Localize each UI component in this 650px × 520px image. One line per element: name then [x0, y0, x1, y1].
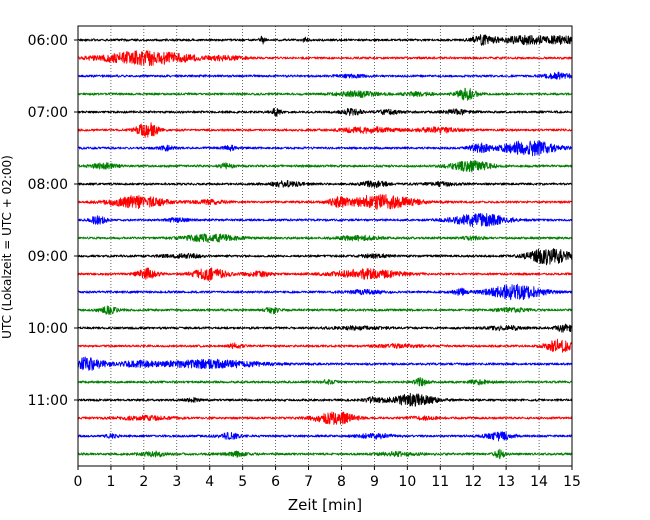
trace-0745	[77, 160, 573, 173]
trace-1000	[77, 323, 573, 333]
x-tick-label-11: 11	[431, 474, 449, 490]
y-tick-label-10:00: 10:00	[28, 321, 68, 337]
plot-frame	[77, 25, 573, 467]
trace-0830	[77, 213, 573, 227]
x-tick-label-0: 0	[74, 474, 83, 490]
x-tick-label-15: 15	[563, 474, 581, 490]
x-tick-label-7: 7	[304, 474, 313, 490]
y-tick-label-09:00: 09:00	[28, 249, 68, 265]
trace-1045	[77, 376, 573, 387]
trace-0715	[77, 122, 573, 138]
y-tick-label-07:00: 07:00	[28, 105, 68, 121]
trace-1030	[77, 356, 573, 371]
x-tick-label-14: 14	[530, 474, 548, 490]
trace-0800	[77, 179, 573, 189]
trace-0915	[77, 267, 573, 281]
x-tick-label-12: 12	[464, 474, 482, 490]
trace-1115	[77, 411, 573, 425]
trace-0600	[77, 34, 573, 46]
x-axis-ticks: 0 1 2 3 4 5 6 7 8 9 10 11 12 13 14 15	[74, 466, 581, 490]
x-tick-label-3: 3	[172, 474, 181, 490]
y-tick-label-08:00: 08:00	[28, 177, 68, 193]
trace-0845	[77, 233, 573, 244]
trace-1145	[77, 448, 573, 460]
x-tick-label-10: 10	[398, 474, 416, 490]
x-axis-label: Zeit [min]	[288, 496, 362, 514]
trace-1130	[77, 431, 573, 442]
trace-0730	[77, 140, 573, 157]
x-tick-label-6: 6	[271, 474, 280, 490]
x-tick-label-2: 2	[139, 474, 148, 490]
trace-0900	[77, 248, 573, 266]
trace-0700	[77, 107, 573, 117]
x-tick-label-9: 9	[370, 474, 379, 490]
vertical-grid	[110, 26, 540, 466]
trace-0945	[77, 305, 573, 315]
trace-0630	[77, 71, 573, 80]
trace-1100	[77, 392, 573, 407]
x-tick-label-1: 1	[106, 474, 115, 490]
x-tick-label-8: 8	[337, 474, 346, 490]
x-tick-label-4: 4	[205, 474, 214, 490]
trace-0645	[77, 87, 573, 101]
trace-0930	[77, 283, 573, 301]
x-tick-label-5: 5	[238, 474, 247, 490]
seismic-traces	[77, 34, 573, 460]
trace-0615	[77, 50, 573, 67]
trace-0815	[77, 193, 573, 210]
y-axis-label: UTC (Lokalzeit = UTC + 02:00)	[0, 155, 14, 339]
x-tick-label-13: 13	[497, 474, 515, 490]
y-tick-label-06:00: 06:00	[28, 33, 68, 49]
trace-1015	[77, 338, 573, 353]
y-axis-ticks: 06:00 07:00 08:00 09:00 10:00 11:00	[28, 33, 78, 409]
y-tick-label-11:00: 11:00	[28, 393, 68, 409]
